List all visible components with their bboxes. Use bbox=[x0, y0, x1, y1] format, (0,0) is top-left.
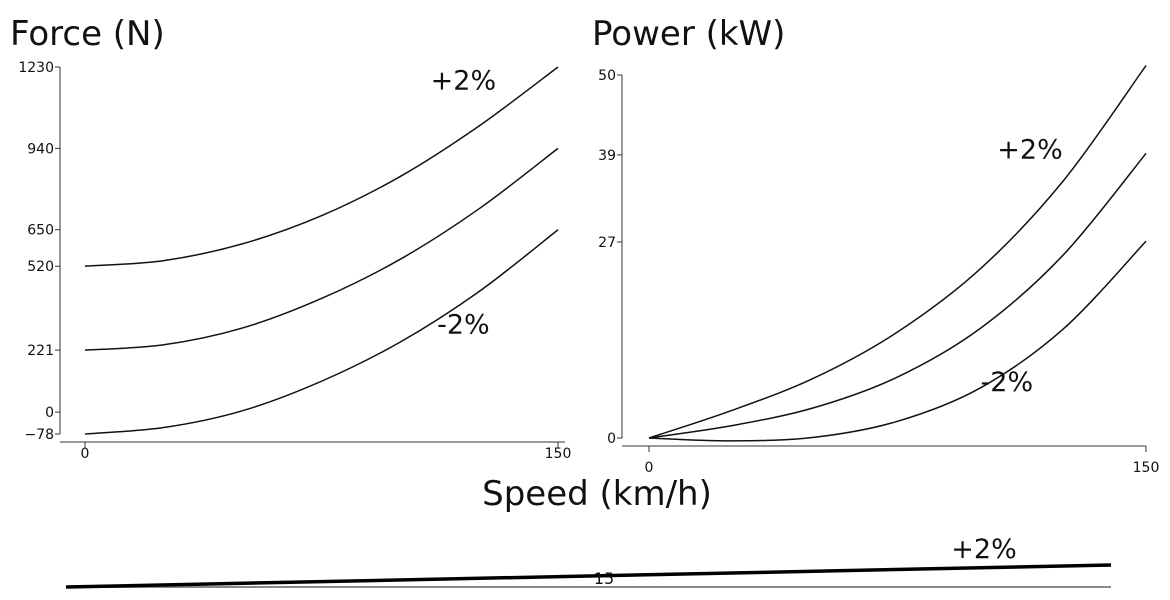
force-y-tick-label: 520 bbox=[27, 259, 54, 275]
force-y-tick-label: 1230 bbox=[18, 60, 54, 76]
power-curves bbox=[648, 65, 1147, 442]
force-annotation-minus-2: -2% bbox=[437, 310, 490, 341]
force-curve-0 bbox=[84, 66, 559, 267]
force-y-tick-label: 0 bbox=[45, 405, 54, 421]
power-curve-2 bbox=[648, 240, 1147, 442]
power-chart: Power (kW) 0 27 39 50 0 150 +2% -2% bbox=[592, 14, 1159, 476]
road-incline-line bbox=[65, 563, 1112, 589]
power-annotation-minus-2: -2% bbox=[981, 367, 1034, 398]
road-grade-label: +2% bbox=[951, 534, 1016, 565]
force-curves bbox=[84, 66, 559, 435]
force-chart: Force (N) −78 0 221 520 650 940 1230 0 150 +2% -… bbox=[10, 14, 571, 462]
force-x-tick-label: 150 bbox=[545, 446, 572, 462]
force-y-tick-label: 650 bbox=[27, 223, 54, 239]
speed-axis-label: Speed (km/h) bbox=[482, 474, 712, 514]
road-grade-illustration: +2% 15 bbox=[65, 534, 1112, 589]
power-y-tick-label: 39 bbox=[598, 148, 616, 164]
power-ticks: 0 27 39 50 0 150 bbox=[598, 68, 1159, 476]
power-y-tick-label: 0 bbox=[607, 431, 616, 447]
power-x-tick-label: 0 bbox=[645, 460, 654, 476]
force-y-tick-label: 940 bbox=[27, 141, 54, 157]
force-ticks: −78 0 221 520 650 940 1230 0 150 bbox=[18, 60, 571, 462]
power-y-tick-label: 27 bbox=[598, 235, 616, 251]
power-curve-1 bbox=[648, 152, 1147, 439]
force-curve-2 bbox=[84, 229, 559, 435]
force-chart-title: Force (N) bbox=[10, 14, 165, 54]
force-y-tick-label: 221 bbox=[27, 343, 54, 359]
power-curve-0 bbox=[648, 65, 1147, 439]
power-annotation-plus-2: +2% bbox=[997, 134, 1062, 165]
power-chart-title: Power (kW) bbox=[592, 14, 785, 54]
road-center-label: 15 bbox=[594, 569, 614, 588]
force-annotation-plus-2: +2% bbox=[431, 65, 496, 96]
force-x-tick-label: 0 bbox=[81, 446, 90, 462]
power-x-tick-label: 150 bbox=[1133, 460, 1160, 476]
force-y-tick-label: −78 bbox=[24, 427, 54, 443]
force-curve-1 bbox=[84, 147, 559, 351]
power-y-tick-label: 50 bbox=[598, 68, 616, 84]
